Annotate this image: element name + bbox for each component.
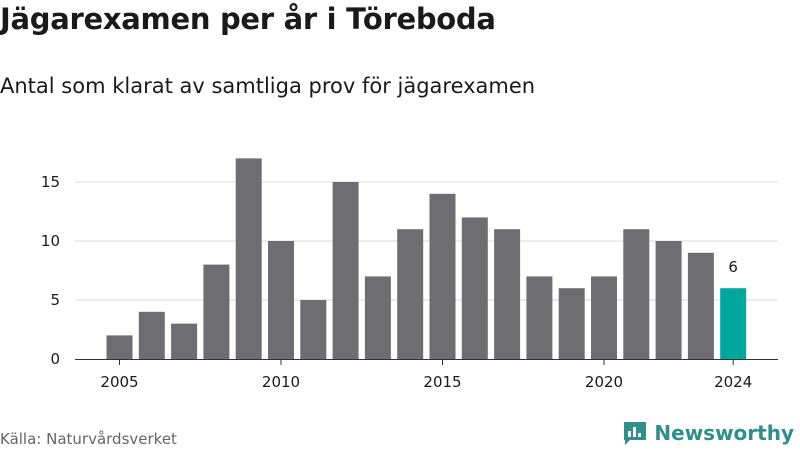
bar xyxy=(623,229,650,359)
newsworthy-logo-icon xyxy=(624,422,647,445)
source-note: Källa: Naturvårdsverket xyxy=(0,430,177,448)
bar xyxy=(397,229,424,359)
chart-title: Jägarexamen per år i Töreboda xyxy=(0,2,496,36)
bar xyxy=(526,276,553,359)
bar-chart: 0 5 10 15 2005 2010 2015 2020 2024 6 xyxy=(41,158,778,391)
x-tick-label: 2010 xyxy=(262,373,300,391)
bar xyxy=(268,241,294,359)
bar xyxy=(106,335,133,359)
bar xyxy=(461,217,488,359)
y-tick-label: 15 xyxy=(41,173,60,191)
y-tick-label: 5 xyxy=(50,291,60,309)
bar xyxy=(235,158,262,359)
bar xyxy=(332,182,359,359)
bar xyxy=(591,276,617,359)
x-tick-label: 2015 xyxy=(423,373,461,391)
x-tick-label: 2024 xyxy=(714,373,752,391)
bar xyxy=(138,311,165,359)
y-tick-label: 10 xyxy=(41,232,60,250)
x-tick-label: 2005 xyxy=(100,373,138,391)
bar xyxy=(655,241,682,359)
brand-name: Newsworthy xyxy=(654,421,794,445)
y-tick-label: 0 xyxy=(50,350,60,368)
bar xyxy=(687,252,714,359)
bar xyxy=(171,323,198,359)
bar xyxy=(494,229,521,359)
bar xyxy=(558,288,585,359)
bar xyxy=(300,300,327,359)
bar xyxy=(364,276,391,359)
chart-subtitle: Antal som klarat av samtliga prov för jä… xyxy=(0,74,536,98)
x-tick-label: 2020 xyxy=(585,373,623,391)
data-label: 6 xyxy=(728,258,738,276)
bar xyxy=(203,264,230,359)
brand[interactable]: Newsworthy xyxy=(622,420,794,446)
bar xyxy=(429,193,456,359)
bar xyxy=(720,288,747,359)
